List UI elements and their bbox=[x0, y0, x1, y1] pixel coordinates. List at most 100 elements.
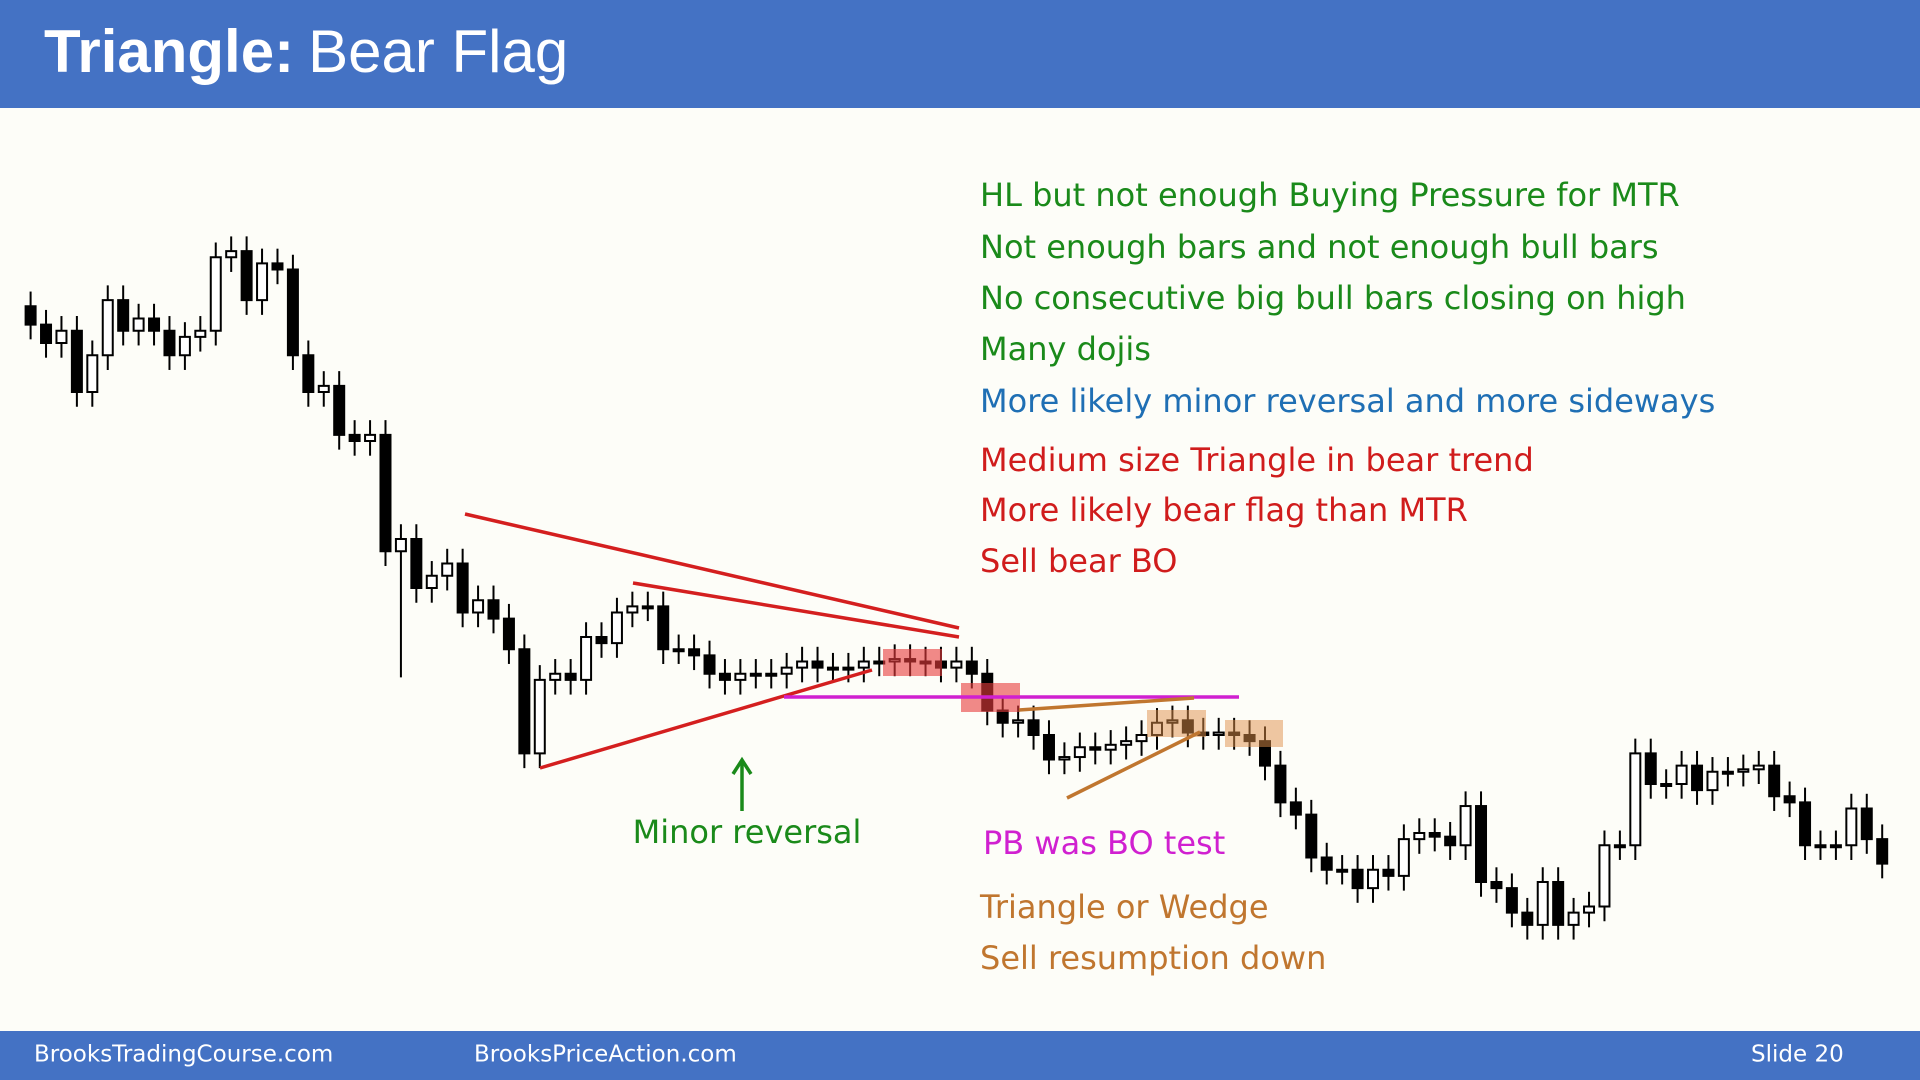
annotation: PB was BO test bbox=[983, 824, 1225, 862]
candle-body bbox=[1027, 719, 1040, 736]
annotation: Triangle or Wedge bbox=[979, 888, 1269, 926]
candle-body bbox=[610, 611, 623, 645]
candle-body bbox=[240, 250, 253, 302]
candle-body bbox=[749, 672, 762, 677]
candle-body bbox=[286, 268, 299, 357]
candle-body bbox=[379, 433, 392, 553]
candle-body bbox=[178, 335, 191, 357]
note: No consecutive big bull bars closing on … bbox=[980, 279, 1686, 317]
candle-body bbox=[302, 354, 315, 393]
candle-body bbox=[1768, 764, 1781, 798]
candle-body bbox=[1721, 770, 1734, 775]
candle-body bbox=[1644, 752, 1657, 785]
candle-body bbox=[1860, 807, 1873, 841]
wedge-line bbox=[1018, 696, 1195, 712]
candle-body bbox=[271, 262, 284, 271]
candle-body bbox=[672, 648, 685, 653]
candle-body bbox=[24, 305, 37, 326]
candle-body bbox=[425, 574, 438, 589]
candle-body bbox=[1583, 905, 1596, 914]
candle-body bbox=[950, 660, 963, 669]
trend-line bbox=[539, 668, 873, 770]
candle-body bbox=[1706, 770, 1719, 792]
annotation: Minor reversal bbox=[633, 813, 862, 851]
candle-body bbox=[1845, 807, 1858, 847]
candle-body bbox=[394, 538, 407, 553]
candle-body bbox=[765, 672, 778, 677]
annotation: Sell resumption down bbox=[980, 939, 1326, 977]
trend-line bbox=[632, 581, 960, 639]
candle-body bbox=[163, 329, 176, 357]
candle-body bbox=[472, 599, 485, 614]
candle-body bbox=[1212, 731, 1225, 736]
footer-band bbox=[0, 1031, 1920, 1080]
title-bold: Triangle: bbox=[44, 18, 294, 85]
candle-body bbox=[1089, 746, 1102, 751]
candle-body bbox=[70, 329, 83, 393]
candle-body bbox=[549, 672, 562, 681]
candle-body bbox=[40, 323, 53, 344]
candle-body bbox=[1382, 868, 1395, 877]
candle-body bbox=[1505, 887, 1518, 914]
candle-body bbox=[688, 648, 701, 657]
footer-link: BrooksTradingCourse.com bbox=[34, 1042, 333, 1068]
note: Many dojis bbox=[980, 330, 1151, 368]
candle-body bbox=[364, 433, 377, 442]
candle-body bbox=[1613, 844, 1626, 849]
candle-body bbox=[703, 654, 716, 675]
candle-body bbox=[842, 666, 855, 671]
candle-body bbox=[626, 605, 639, 614]
candle-body bbox=[734, 672, 747, 681]
candle-body bbox=[1829, 844, 1842, 849]
candle-body bbox=[456, 562, 469, 614]
candle-body bbox=[1120, 740, 1133, 746]
candle-body bbox=[1289, 801, 1302, 816]
candle-body bbox=[780, 666, 793, 675]
candle-body bbox=[101, 299, 114, 357]
overlays bbox=[464, 512, 1283, 811]
candle-body bbox=[1012, 719, 1025, 724]
candle-body bbox=[1305, 813, 1318, 859]
notes: HL but not enough Buying Pressure for MT… bbox=[980, 176, 1715, 580]
candle-body bbox=[518, 648, 531, 755]
candle-body bbox=[209, 256, 222, 332]
note: More likely bear flag than MTR bbox=[980, 491, 1468, 529]
candle-body bbox=[1567, 911, 1580, 926]
arrow-head bbox=[731, 756, 753, 775]
candle-body bbox=[410, 538, 423, 589]
note: HL but not enough Buying Pressure for MT… bbox=[980, 176, 1680, 214]
candle-body bbox=[1752, 764, 1765, 771]
candle-body bbox=[1104, 743, 1117, 751]
candle-body bbox=[1320, 856, 1333, 871]
candle-body bbox=[1660, 783, 1673, 787]
candle-body bbox=[1814, 844, 1827, 849]
candle-body bbox=[487, 599, 500, 620]
candle-body bbox=[1459, 805, 1472, 847]
slide-number: Slide 20 bbox=[1751, 1042, 1844, 1068]
candle-body bbox=[1413, 832, 1426, 841]
note: Medium size Triangle in bear trend bbox=[980, 441, 1534, 479]
note: Not enough bars and not enough bull bars bbox=[980, 228, 1659, 266]
candle-body bbox=[857, 660, 870, 669]
candle-body bbox=[1737, 768, 1750, 773]
candle-body bbox=[873, 660, 886, 665]
header-band bbox=[0, 0, 1920, 108]
candle-body bbox=[1058, 756, 1071, 761]
candle-body bbox=[1367, 868, 1380, 890]
candle-body bbox=[348, 433, 361, 442]
candle-body bbox=[256, 262, 269, 302]
candle-body bbox=[55, 329, 68, 344]
candle-body bbox=[1490, 881, 1503, 890]
candle-body bbox=[811, 660, 824, 669]
candle-body bbox=[1521, 911, 1534, 926]
candle-body bbox=[317, 384, 330, 393]
candle-body bbox=[502, 617, 515, 651]
candle-body bbox=[194, 329, 207, 338]
candle-body bbox=[595, 636, 608, 645]
candles bbox=[24, 236, 1889, 940]
candle-body bbox=[1336, 868, 1349, 873]
